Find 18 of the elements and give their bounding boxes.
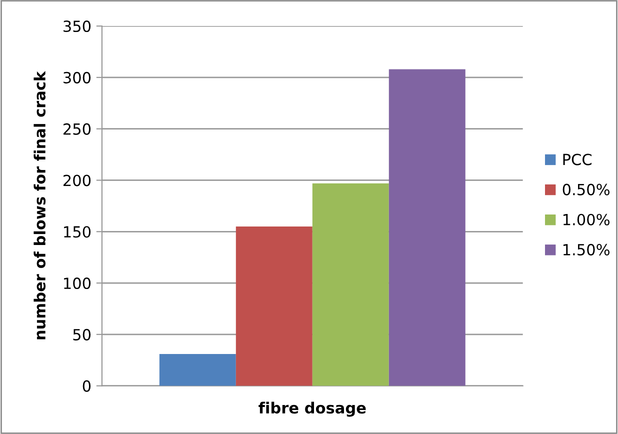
legend-label: 1.00% [563, 214, 610, 226]
legend-label: 0.50% [562, 184, 610, 196]
y-tick-label: 300 [64, 72, 91, 84]
y-axis-title: number of blows for final crack [34, 71, 46, 340]
y-tick-label: 250 [64, 123, 91, 135]
y-tick-label: 350 [64, 20, 91, 32]
legend-label: 1.50% [563, 244, 610, 256]
x-axis-title: fibre dosage [258, 402, 366, 417]
bar [388, 69, 466, 386]
bar [312, 183, 389, 386]
y-tick-label: 150 [64, 226, 91, 238]
y-tick-label: 100 [64, 277, 91, 290]
bar [159, 354, 236, 386]
y-tick-label: 200 [64, 174, 91, 186]
y-tick-label: 0 [82, 380, 91, 392]
legend-label: PCC [563, 154, 592, 166]
y-tick-label: 50 [73, 328, 91, 340]
bar [236, 226, 312, 386]
